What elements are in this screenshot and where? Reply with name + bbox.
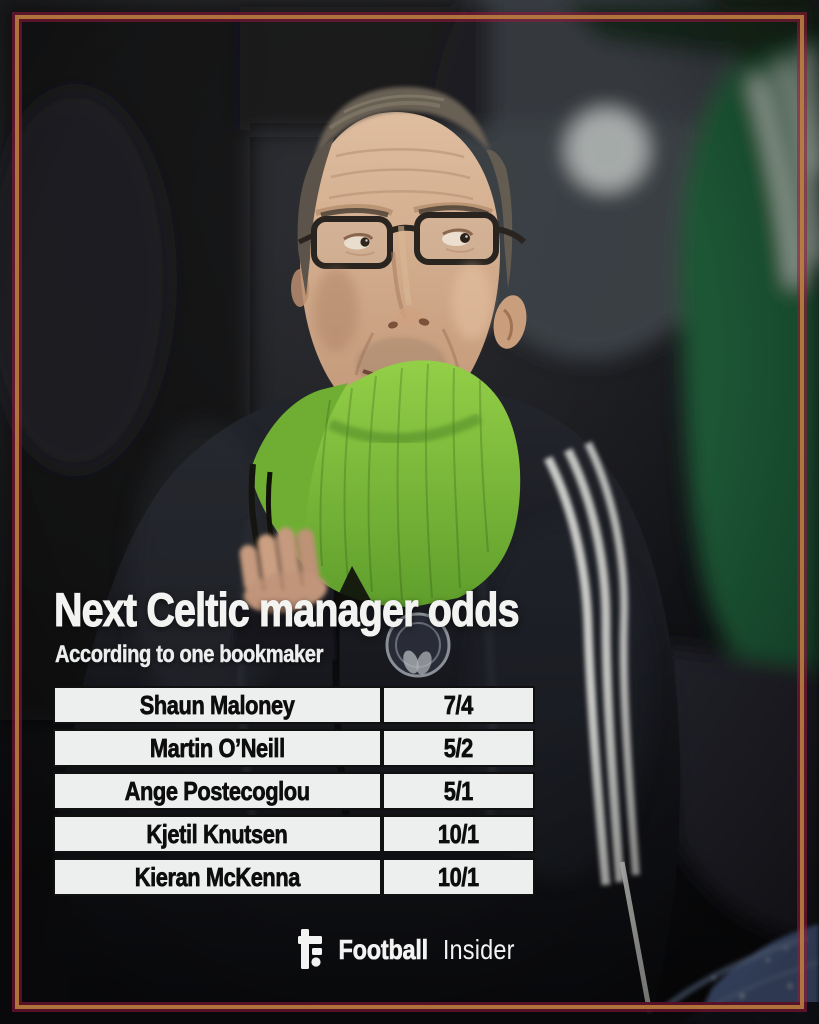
page-title: Next Celtic manager odds: [54, 583, 607, 636]
manager-name-cell: Martin O’Neill: [53, 729, 382, 767]
odds-cell: 5/1: [381, 772, 535, 810]
footer-brand: Football Insider: [0, 929, 819, 971]
football-insider-mark-icon: [297, 929, 322, 969]
odds-cell: 5/2: [381, 729, 535, 767]
brand-text-light: Insider: [442, 934, 515, 965]
odds-cell: 10/1: [381, 858, 535, 896]
manager-name-cell: Shaun Maloney: [53, 686, 382, 724]
odds-cell: 10/1: [381, 815, 535, 853]
table-row: Ange Postecoglou 5/1: [53, 772, 535, 810]
manager-name-cell: Ange Postecoglou: [53, 772, 382, 810]
table-row: Martin O’Neill 5/2: [53, 729, 535, 767]
brand-wordmark: Football Insider: [330, 934, 522, 966]
odds-cell: 7/4: [381, 686, 535, 724]
brand-text-bold: Football: [338, 934, 428, 966]
page-subtitle-text: According to one bookmaker: [55, 641, 324, 669]
table-row: Shaun Maloney 7/4: [53, 686, 535, 724]
manager-name-cell: Kieran McKenna: [53, 858, 382, 896]
page-subtitle: According to one bookmaker: [55, 641, 374, 669]
table-row: Kieran McKenna 10/1: [53, 858, 535, 896]
manager-name-cell: Kjetil Knutsen: [53, 815, 382, 853]
page-title-text: Next Celtic manager odds: [54, 583, 520, 636]
table-row: Kjetil Knutsen 10/1: [53, 815, 535, 853]
odds-table: Shaun Maloney 7/4 Martin O’Neill 5/2 Ang…: [53, 686, 535, 896]
